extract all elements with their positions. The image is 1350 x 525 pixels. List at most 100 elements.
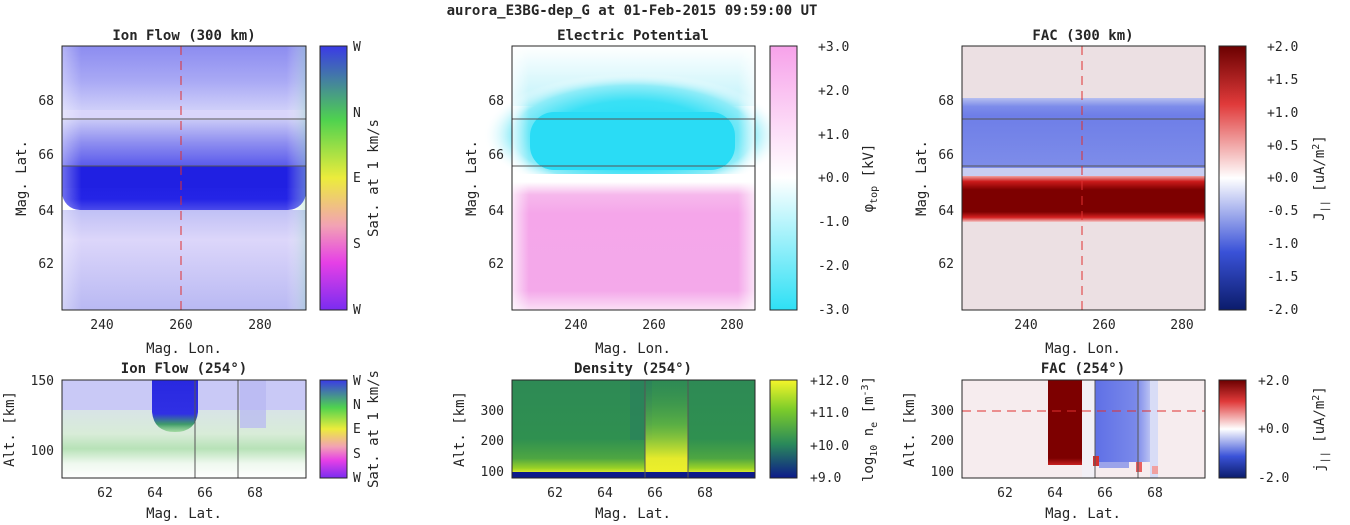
colorbar-label: φtop [kV]: [861, 144, 880, 213]
y-axis-label: Mag. Lat.: [14, 140, 30, 216]
panel-electric-potential: Electric Potential 240 260 280 68 66 64 …: [464, 28, 880, 357]
colorbar-tick: +10.0: [810, 439, 849, 454]
colorbar-tick: -1.0: [818, 215, 849, 230]
colorbar-tick: +9.0: [810, 471, 841, 486]
x-tick-label: 240: [1014, 318, 1037, 333]
x-tick-label: 260: [642, 318, 665, 333]
x-tick-label: 280: [720, 318, 743, 333]
y-axis-label: Alt. [km]: [902, 391, 918, 467]
panel-fac-254: FAC (254°) 62 64 66 68 300 200 100 Mag. …: [902, 361, 1331, 522]
colorbar-tick: -1.0: [1267, 237, 1298, 252]
colorbar-tick: +2.0: [1258, 374, 1289, 389]
x-axis-label: Mag. Lon.: [1045, 341, 1121, 357]
x-tick-label: 64: [1047, 486, 1063, 501]
x-ticks: 62 64 66 68: [97, 486, 263, 501]
colorbar-tick: +1.0: [1267, 106, 1298, 121]
x-tick-label: 68: [247, 486, 263, 501]
panel-ion-flow-300km: Ion Flow (300 km) 240 260 280 68 66 64 6…: [14, 28, 382, 357]
heatmap-field: [62, 380, 306, 478]
x-tick-label: 260: [169, 318, 192, 333]
panel-fac-300km: FAC (300 km) 240 260 280 68 66 64 62 Mag…: [914, 28, 1331, 357]
colorbar: W N E S W Sat. at 1 km/s: [319, 370, 382, 488]
colorbar-label: Sat. at 1 km/s: [366, 119, 382, 237]
x-tick-label: 68: [1147, 486, 1163, 501]
x-ticks: 62 64 66 68: [997, 486, 1163, 501]
y-ticks: 150 100: [31, 374, 54, 459]
panel-title: Electric Potential: [557, 28, 709, 44]
y-ticks: 68 66 64 62: [488, 94, 504, 272]
colorbar: +2.0 +1.5 +1.0 +0.5 +0.0 -0.5 -1.0 -1.5 …: [1218, 40, 1331, 318]
panel-title: Ion Flow (254°): [121, 361, 247, 377]
colorbar-tick: +2.0: [818, 84, 849, 99]
x-tick-label: 64: [597, 486, 613, 501]
y-tick-label: 62: [488, 257, 504, 272]
colorbar-tick: W: [353, 374, 361, 389]
colorbar-tick: -2.0: [818, 259, 849, 274]
y-ticks: 68 66 64 62: [938, 94, 954, 272]
colorbar-tick: +1.5: [1267, 73, 1298, 88]
y-tick-label: 66: [488, 148, 504, 163]
panel-title: FAC (300 km): [1032, 28, 1133, 44]
colorbar-tick: +1.0: [818, 128, 849, 143]
y-tick-label: 64: [38, 204, 54, 219]
colorbar-label: j|| [uA/m2]: [1311, 386, 1331, 472]
panel-title: Density (254°): [574, 361, 692, 377]
colorbar-tick: +12.0: [810, 374, 849, 389]
colorbar-tick: E: [353, 171, 361, 186]
colorbar-tick: +0.5: [1267, 139, 1298, 154]
colorbar: +3.0 +2.0 +1.0 +0.0 -1.0 -2.0 -3.0 φtop …: [769, 40, 880, 318]
y-tick-label: 200: [931, 434, 954, 449]
y-tick-label: 68: [38, 94, 54, 109]
colorbar-tick: +11.0: [810, 406, 849, 421]
x-tick-label: 64: [147, 486, 163, 501]
heatmap-field: [962, 380, 1205, 478]
x-tick-label: 66: [197, 486, 213, 501]
y-axis-label: Alt. [km]: [2, 391, 18, 467]
y-ticks: 68 66 64 62: [38, 94, 54, 272]
colorbar-tick: N: [353, 398, 361, 413]
y-tick-label: 68: [488, 94, 504, 109]
colorbar-tick: +0.0: [1258, 422, 1289, 437]
panel-title: Ion Flow (300 km): [112, 28, 255, 44]
colorbar-label: log10 ne [m-3]: [860, 376, 880, 482]
y-tick-label: 64: [938, 204, 954, 219]
y-tick-label: 66: [38, 148, 54, 163]
colorbar: +12.0 +11.0 +10.0 +9.0 log10 ne [m-3]: [769, 374, 880, 486]
y-tick-label: 100: [931, 465, 954, 480]
colorbar-tick: +2.0: [1267, 40, 1298, 55]
y-tick-label: 64: [488, 204, 504, 219]
colorbar-tick: -2.0: [1258, 471, 1289, 486]
x-tick-label: 280: [1170, 318, 1193, 333]
x-ticks: 240 260 280: [90, 318, 271, 333]
x-axis-label: Mag. Lon.: [146, 341, 222, 357]
x-tick-label: 66: [1097, 486, 1113, 501]
y-tick-label: 62: [938, 257, 954, 272]
colorbar-tick: +0.0: [818, 171, 849, 186]
x-tick-label: 66: [647, 486, 663, 501]
colorbar-tick: E: [353, 422, 361, 437]
x-tick-label: 62: [997, 486, 1013, 501]
colorbar-tick: -3.0: [818, 303, 849, 318]
y-tick-label: 68: [938, 94, 954, 109]
colorbar-tick: W: [353, 303, 361, 318]
colorbar-tick: -0.5: [1267, 204, 1298, 219]
x-tick-label: 62: [97, 486, 113, 501]
y-ticks: 300 200 100: [931, 404, 954, 480]
colorbar-label: J|| [uA/m2]: [1311, 135, 1331, 221]
colorbar-tick: +0.0: [1267, 171, 1298, 186]
y-ticks: 300 200 100: [481, 404, 504, 480]
heatmap-field: [962, 46, 1205, 310]
colorbar-tick: -2.0: [1267, 303, 1298, 318]
y-tick-label: 100: [31, 444, 54, 459]
heatmap-field: [512, 380, 755, 478]
x-tick-label: 240: [90, 318, 113, 333]
colorbar-tick: W: [353, 40, 361, 55]
panel-ion-flow-254: Ion Flow (254°) 62 64 66 68 150 100 Mag.…: [2, 361, 382, 522]
panel-density-254: Density (254°) 62 64 66 68 300 200 100 M…: [452, 361, 880, 522]
colorbar-tick: W: [353, 471, 361, 486]
x-ticks: 240 260 280: [564, 318, 743, 333]
x-axis-label: Mag. Lon.: [595, 341, 671, 357]
colorbar: +2.0 +0.0 -2.0 j|| [uA/m2]: [1218, 374, 1331, 486]
panel-title: FAC (254°): [1041, 361, 1125, 377]
